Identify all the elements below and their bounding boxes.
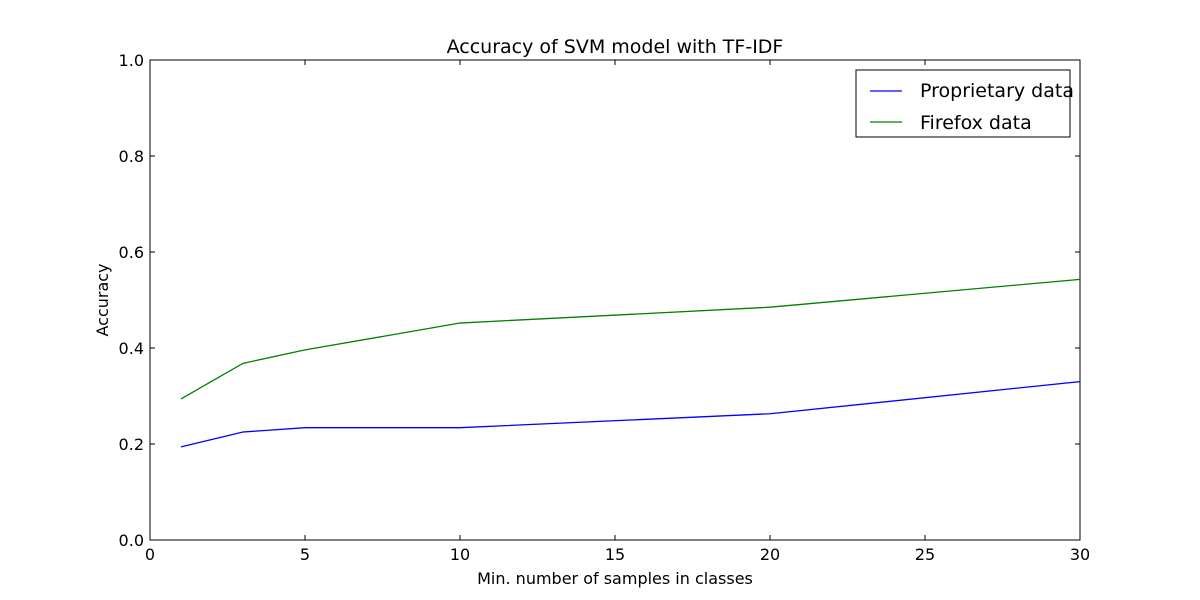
series-line-firefox-data bbox=[180, 278, 1081, 400]
x-tick-label: 5 bbox=[300, 545, 310, 564]
y-tick-label: 0.0 bbox=[119, 531, 144, 550]
x-tick-label: 25 bbox=[915, 545, 935, 564]
legend: Proprietary data Firefox data bbox=[855, 69, 1074, 138]
x-axis: 0 5 10 15 20 25 30 bbox=[145, 60, 1090, 564]
legend-label-firefox-data: Firefox data bbox=[920, 112, 1032, 134]
series-lines bbox=[180, 278, 1081, 448]
y-tick-label: 1.0 bbox=[119, 51, 144, 70]
y-tick-label: 0.6 bbox=[119, 243, 144, 262]
legend-label-proprietary-data: Proprietary data bbox=[920, 80, 1074, 102]
y-axis: 0.0 0.2 0.4 0.6 0.8 1.0 bbox=[119, 51, 1080, 550]
y-tick-label: 0.2 bbox=[119, 435, 144, 454]
y-tick-label: 0.4 bbox=[119, 339, 144, 358]
chart-title: Accuracy of SVM model with TF-IDF bbox=[447, 36, 784, 58]
x-tick-label: 0 bbox=[145, 545, 155, 564]
x-tick-label: 10 bbox=[450, 545, 470, 564]
legend-box bbox=[855, 69, 1071, 138]
x-tick-label: 20 bbox=[760, 545, 780, 564]
x-tick-label: 30 bbox=[1070, 545, 1090, 564]
x-tick-label: 15 bbox=[605, 545, 625, 564]
series-line-proprietary-data bbox=[180, 380, 1081, 448]
y-axis-label: Accuracy bbox=[93, 263, 112, 336]
y-tick-label: 0.8 bbox=[119, 147, 144, 166]
x-axis-label: Min. number of samples in classes bbox=[477, 569, 753, 588]
